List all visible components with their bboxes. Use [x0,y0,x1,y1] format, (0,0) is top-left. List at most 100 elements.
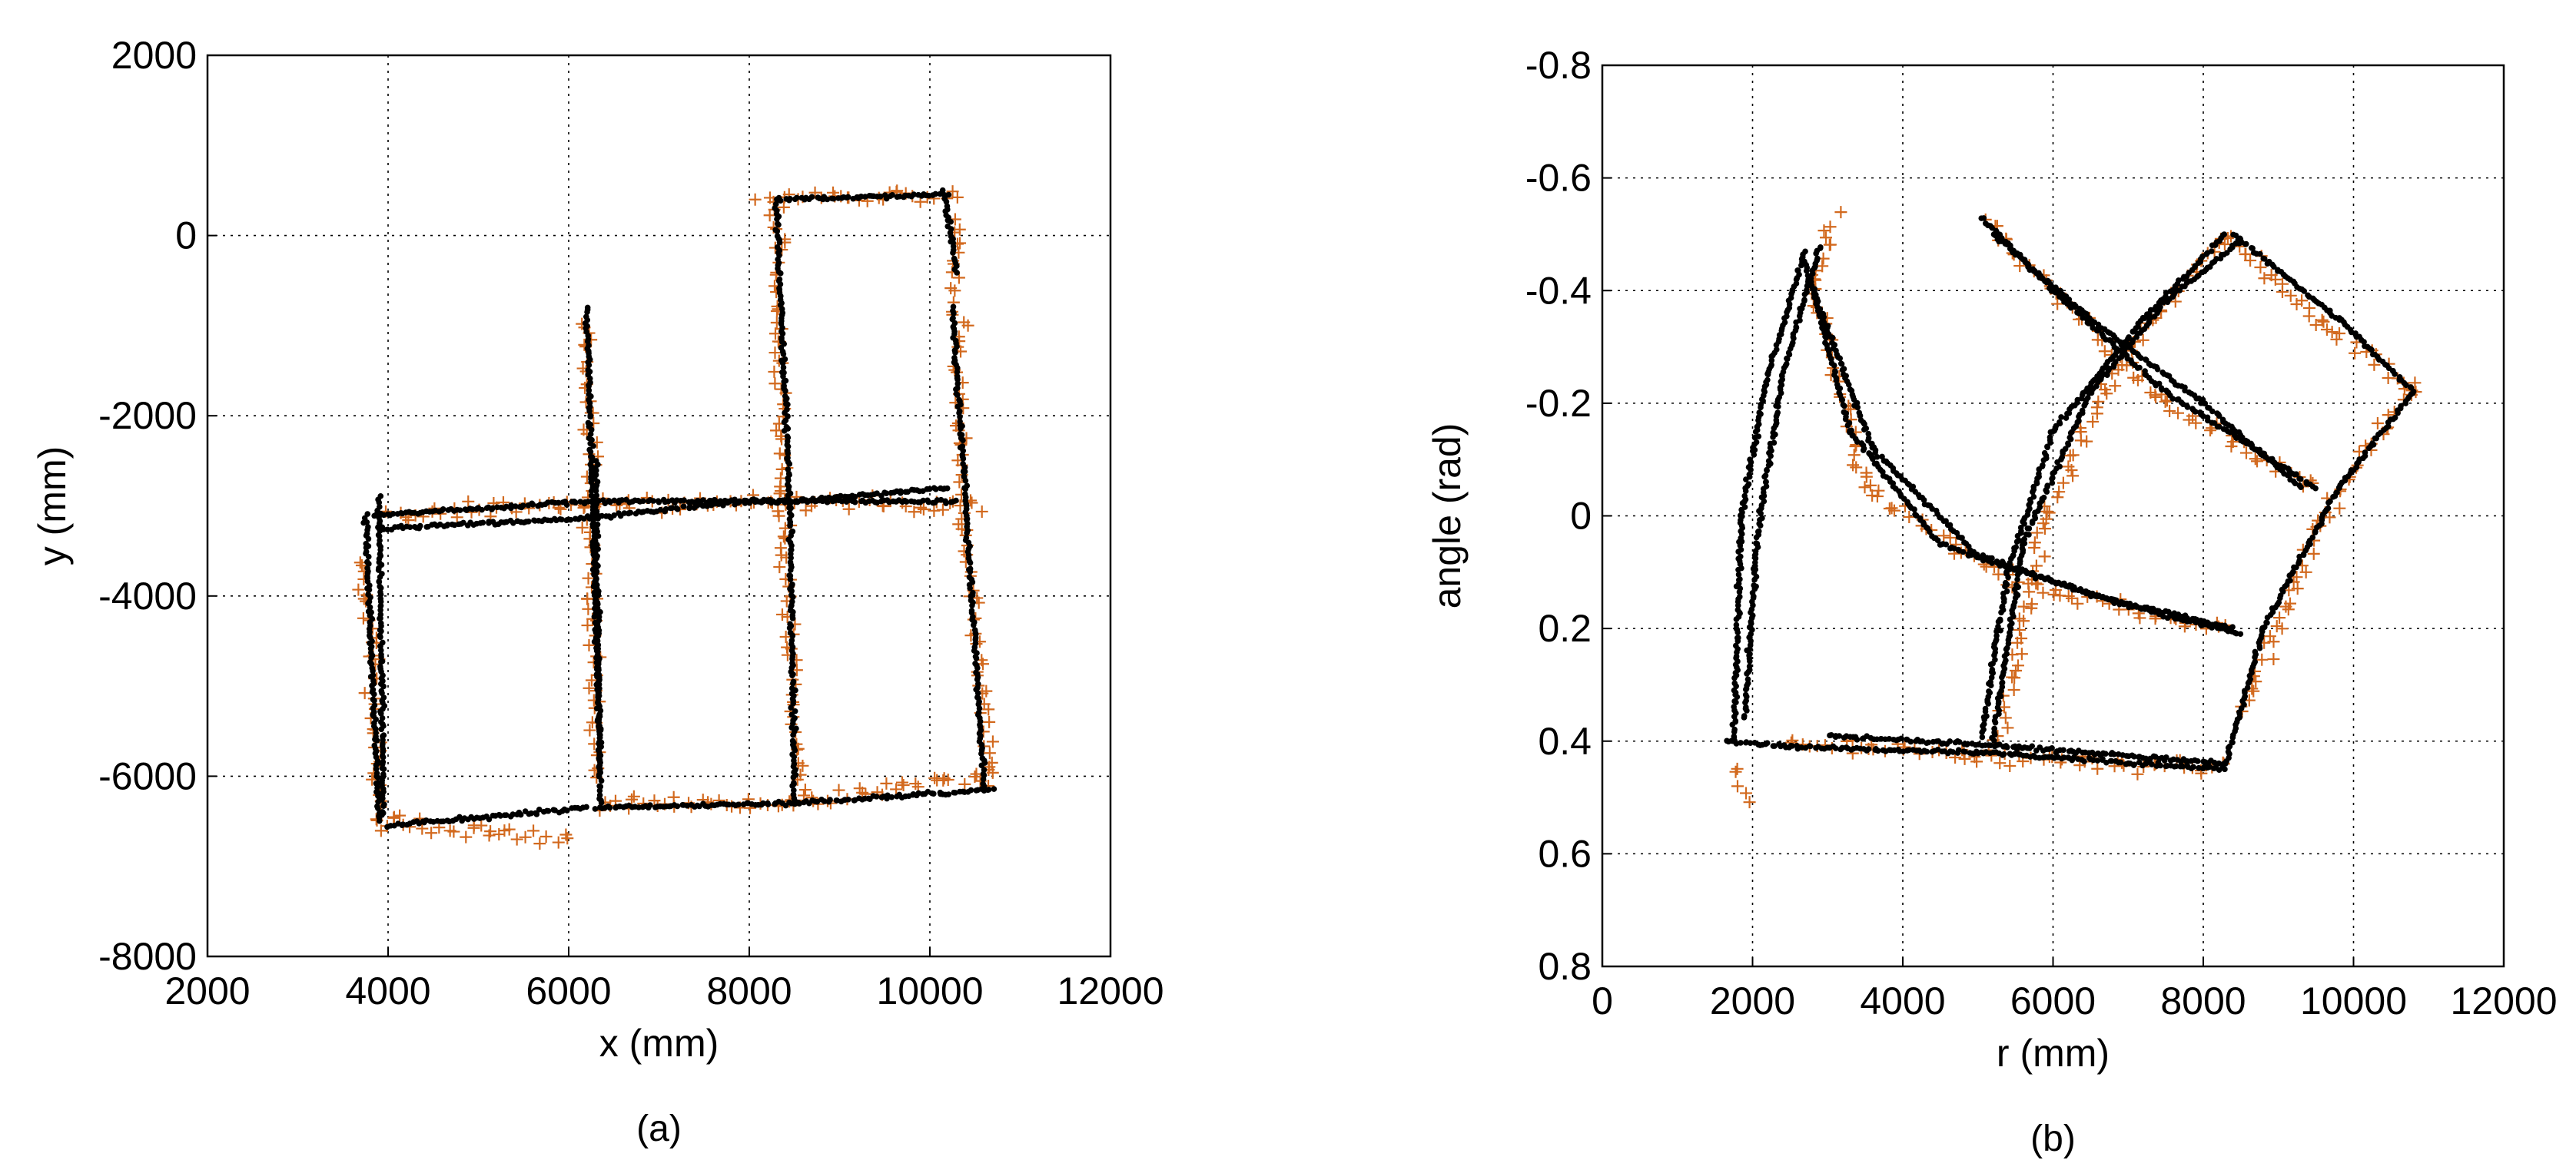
data-point [586,403,593,410]
data-point [2330,333,2343,346]
data-point [2325,326,2339,339]
data-point [775,549,788,562]
data-point [2349,346,2362,360]
data-point [365,535,372,542]
data-point [1807,743,1814,750]
data-point [1764,740,1771,746]
data-point [2325,499,2332,506]
data-point [581,619,594,632]
data-point [793,194,800,201]
data-point [443,522,450,529]
data-point [1808,282,1814,289]
data-point [1845,381,1852,388]
data-point [958,426,964,432]
data-point [2264,615,2271,621]
x-tick-label: 2000 [1710,979,1795,1023]
data-point [2056,476,2070,489]
data-point [715,501,722,507]
data-point [789,655,795,662]
data-point [787,576,794,583]
data-point [2013,623,2026,636]
data-point [490,505,496,512]
data-point [2371,417,2384,430]
data-point [2040,275,2046,282]
data-point [946,185,959,198]
estimated-points [1724,215,2417,774]
data-point [1872,484,1885,497]
data-point [2111,600,2117,606]
data-point [954,392,961,398]
data-point [2050,475,2056,481]
data-point [896,776,908,789]
tick-labels-b: 0 2000 4000 6000 8000 10000 12000 -0.8 -0.6 -0.4 -… [1525,44,2558,1023]
data-point [873,794,880,800]
data-point [775,221,782,228]
data-point [2176,277,2182,283]
data-point [749,193,762,206]
data-point [2163,754,2169,761]
data-point [1927,529,1933,535]
y-tick-label: -2000 [98,394,197,437]
data-point [621,510,628,516]
data-point [586,383,592,389]
data-point [1747,740,1754,746]
data-point [1962,748,1968,755]
data-point [595,592,602,598]
y-tick-label: -8000 [98,935,197,978]
data-point [967,559,974,566]
data-point [554,502,567,515]
data-point [788,505,794,512]
data-point [2047,434,2053,440]
data-point [2184,404,2191,410]
data-point [960,456,967,462]
data-point [611,497,618,504]
data-point [360,519,367,526]
data-point [1886,735,1893,742]
data-point [2066,449,2080,462]
data-point [768,346,782,360]
data-point [373,766,380,772]
data-point [985,786,992,793]
data-point [596,787,603,794]
data-point [837,492,844,499]
data-point [1980,215,1987,221]
data-point [1989,555,1995,562]
data-point [2002,579,2009,586]
data-point [2055,579,2062,586]
data-point [948,218,954,225]
data-point [920,497,927,504]
data-point [1850,461,1863,474]
data-point [552,836,565,849]
data-point [2403,382,2409,389]
data-point [2333,326,2346,340]
panel-a: 2000 4000 6000 8000 10000 12000 2000 0 -2000 -400… [31,34,1164,1149]
data-point [1764,466,1770,473]
data-point [1731,762,1744,775]
data-point [2007,683,2020,696]
data-point [1858,481,1871,494]
data-point [447,825,460,838]
data-point [781,419,788,426]
data-point [2317,315,2330,328]
data-point [1746,663,1753,670]
data-point [586,408,593,414]
data-point [967,585,973,592]
data-point [1898,735,1904,742]
data-point [1759,515,1765,522]
data-point [781,379,788,385]
data-point [1871,490,1884,503]
data-point [380,683,387,690]
data-point [587,413,593,420]
data-point [1762,472,1769,479]
data-point [2031,572,2038,578]
data-point [2015,631,2028,645]
data-point [1924,748,1930,755]
data-point [960,468,967,475]
data-point [486,519,492,525]
data-point [1733,621,1740,628]
data-point [2009,665,2022,678]
data-point [954,376,961,383]
data-point [582,572,595,585]
data-point [1999,679,2006,686]
data-point [788,704,794,711]
